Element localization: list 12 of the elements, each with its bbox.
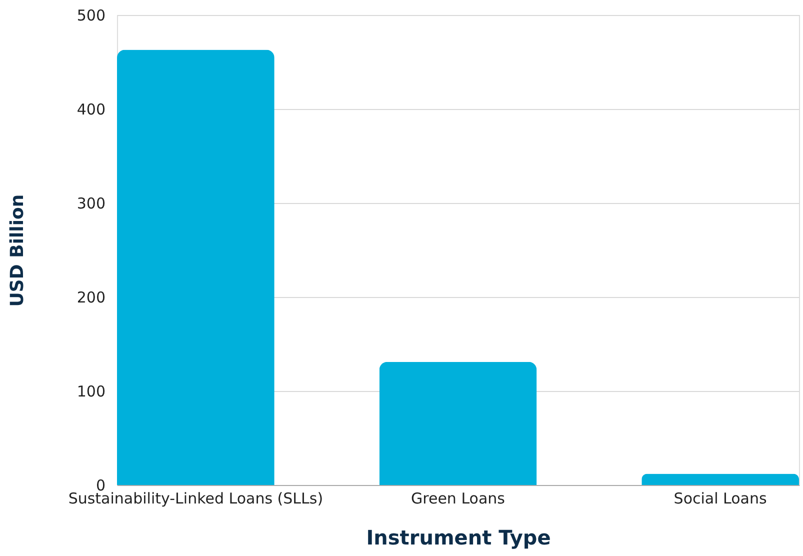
y-tick-label: 100 <box>76 382 106 400</box>
y-axis-title: USD Billion <box>6 194 28 307</box>
y-tick-label: 400 <box>76 100 106 118</box>
x-tick-label: Green Loans <box>411 490 506 508</box>
y-tick-label: 300 <box>76 194 106 212</box>
y-tick-label: 200 <box>76 288 106 306</box>
bar <box>117 50 274 485</box>
x-axis-title: Instrument Type <box>366 526 551 550</box>
bar <box>379 362 537 485</box>
bar <box>642 474 799 485</box>
y-tick-label: 500 <box>76 6 106 24</box>
x-tick-label: Social Loans <box>674 490 767 508</box>
